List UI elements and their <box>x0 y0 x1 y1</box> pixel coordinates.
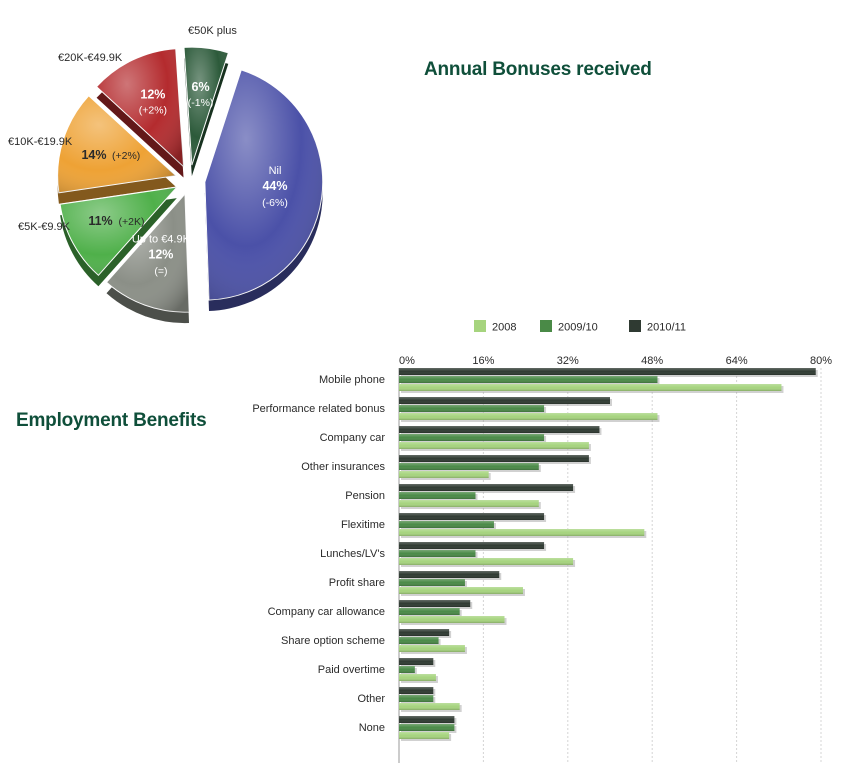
pie-label-10k-19-9k-change: (+2%) <box>112 150 140 162</box>
bar-highlight <box>399 397 610 404</box>
legend-label-2010-11: 2010/11 <box>647 322 686 334</box>
bar-highlight <box>399 703 460 710</box>
bar-highlight <box>399 368 816 375</box>
pie-slice-highlight <box>96 48 184 167</box>
bar-highlight <box>399 521 494 528</box>
bar-highlight <box>399 687 434 694</box>
bar-highlight <box>399 674 436 681</box>
bar-highlight <box>399 405 545 412</box>
pie-slice-highlight <box>60 187 177 276</box>
category-label-mobile-phone: Mobile phone <box>319 374 385 386</box>
x-tick-label: 0% <box>399 355 415 367</box>
pie-label-50k-plus-category: €50K plus <box>188 25 237 37</box>
pie-label-up-to-4-9k-category: Up to €4.9K <box>132 234 191 246</box>
pie-slice-highlight <box>57 95 176 193</box>
pie-slice-highlight <box>184 47 229 166</box>
pie-label-nil-category: Nil <box>269 165 282 177</box>
bar-highlight <box>399 492 476 499</box>
category-label-share-option-scheme: Share option scheme <box>281 635 385 647</box>
pie-label-nil-change: (-6%) <box>262 197 288 209</box>
legend-label-2009-10: 2009/10 <box>558 322 598 334</box>
bar-highlight <box>399 529 645 536</box>
pie-label-5k-9-9k-value: 11% <box>88 214 112 228</box>
pie-label-up-to-4-9k-change: (=) <box>154 266 167 278</box>
pie-slice-highlight <box>204 69 323 301</box>
x-tick-label: 80% <box>810 355 832 367</box>
bar-highlight <box>399 608 460 615</box>
category-label-profit-share: Profit share <box>329 577 385 589</box>
bar-highlight <box>399 695 434 702</box>
category-label-lunches-lv-s: Lunches/LV's <box>320 548 385 560</box>
bar-highlight <box>399 434 545 441</box>
pie-chart-title: Annual Bonuses received <box>424 59 652 80</box>
bar-highlight <box>399 463 539 470</box>
bar-highlight <box>399 637 439 644</box>
x-tick-label: 64% <box>726 355 748 367</box>
bar-highlight <box>399 724 455 731</box>
bar-highlight <box>399 442 589 449</box>
pie-chart: Nil 44% (-6%) Up to €4.9K 12% (=) €5K-€9.9K 11%… <box>8 25 324 324</box>
bar-highlight <box>399 558 574 565</box>
category-label-paid-overtime: Paid overtime <box>318 664 385 676</box>
bar-highlight <box>399 426 600 433</box>
bar-highlight <box>399 376 658 383</box>
bar-highlight <box>399 587 523 594</box>
bar-category-labels: Mobile phone Performance related bonus Com… <box>252 374 385 734</box>
category-label-performance-related-bonus: Performance related bonus <box>252 403 385 415</box>
bar-highlight <box>399 413 658 420</box>
category-label-company-car: Company car <box>320 432 386 444</box>
pie-label-5k-9-9k-change: (+2K) <box>119 216 145 228</box>
bar-highlight <box>399 513 545 520</box>
pie-label-nil-value: 44% <box>262 179 287 193</box>
legend-label-2008: 2008 <box>492 322 516 334</box>
category-label-none: None <box>359 722 385 734</box>
bar-highlight <box>399 658 434 665</box>
bar-legend: 2008 2009/10 2010/11 <box>474 320 686 334</box>
bar-highlight <box>399 542 545 549</box>
pie-label-50k-plus-change: (-1%) <box>188 97 214 109</box>
x-tick-label: 48% <box>641 355 663 367</box>
category-label-other-insurances: Other insurances <box>301 461 385 473</box>
pie-label-10k-19-9k-category: €10K-€19.9K <box>8 136 73 148</box>
bar-highlight <box>399 732 450 739</box>
bar-highlight <box>399 550 476 557</box>
x-tick-label: 32% <box>557 355 579 367</box>
bar-chart-title: Employment Benefits <box>16 410 207 431</box>
bar-highlight <box>399 484 574 491</box>
bar-highlight <box>399 629 450 636</box>
x-tick-label: 16% <box>472 355 494 367</box>
legend-swatch-2010-11 <box>629 320 641 332</box>
pie-label-50k-plus-value: 6% <box>192 80 210 94</box>
pie-label-20k-49-9k-change: (+2%) <box>139 105 167 117</box>
bar-highlight <box>399 471 489 478</box>
bar-highlight <box>399 616 505 623</box>
bar-highlight <box>399 666 415 673</box>
pie-label-10k-19-9k-value: 14% <box>81 148 106 162</box>
bar-highlight <box>399 600 471 607</box>
legend-swatch-2008 <box>474 320 486 332</box>
bar-highlight <box>399 455 589 462</box>
category-label-other: Other <box>357 693 385 705</box>
bar-chart <box>399 368 818 741</box>
category-label-flexitime: Flexitime <box>341 519 385 531</box>
pie-label-20k-49-9k-value: 12% <box>140 88 165 102</box>
bar-highlight <box>399 645 465 652</box>
bar-highlight <box>399 579 465 586</box>
pie-label-5k-9-9k-category: €5K-€9.9K <box>18 221 71 233</box>
bar-highlight <box>399 716 455 723</box>
bar-highlight <box>399 571 500 578</box>
bar-highlight <box>399 384 782 391</box>
category-label-company-car-allowance: Company car allowance <box>268 606 385 618</box>
pie-slice-highlight <box>106 194 189 313</box>
category-label-pension: Pension <box>345 490 385 502</box>
pie-label-up-to-4-9k-value: 12% <box>148 248 173 262</box>
bar-x-axis: 0% 16% 32% 48% 64% 80% <box>399 355 832 367</box>
bar-highlight <box>399 500 539 507</box>
pie-label-20k-49-9k-category: €20K-€49.9K <box>58 52 123 64</box>
legend-swatch-2009-10 <box>540 320 552 332</box>
